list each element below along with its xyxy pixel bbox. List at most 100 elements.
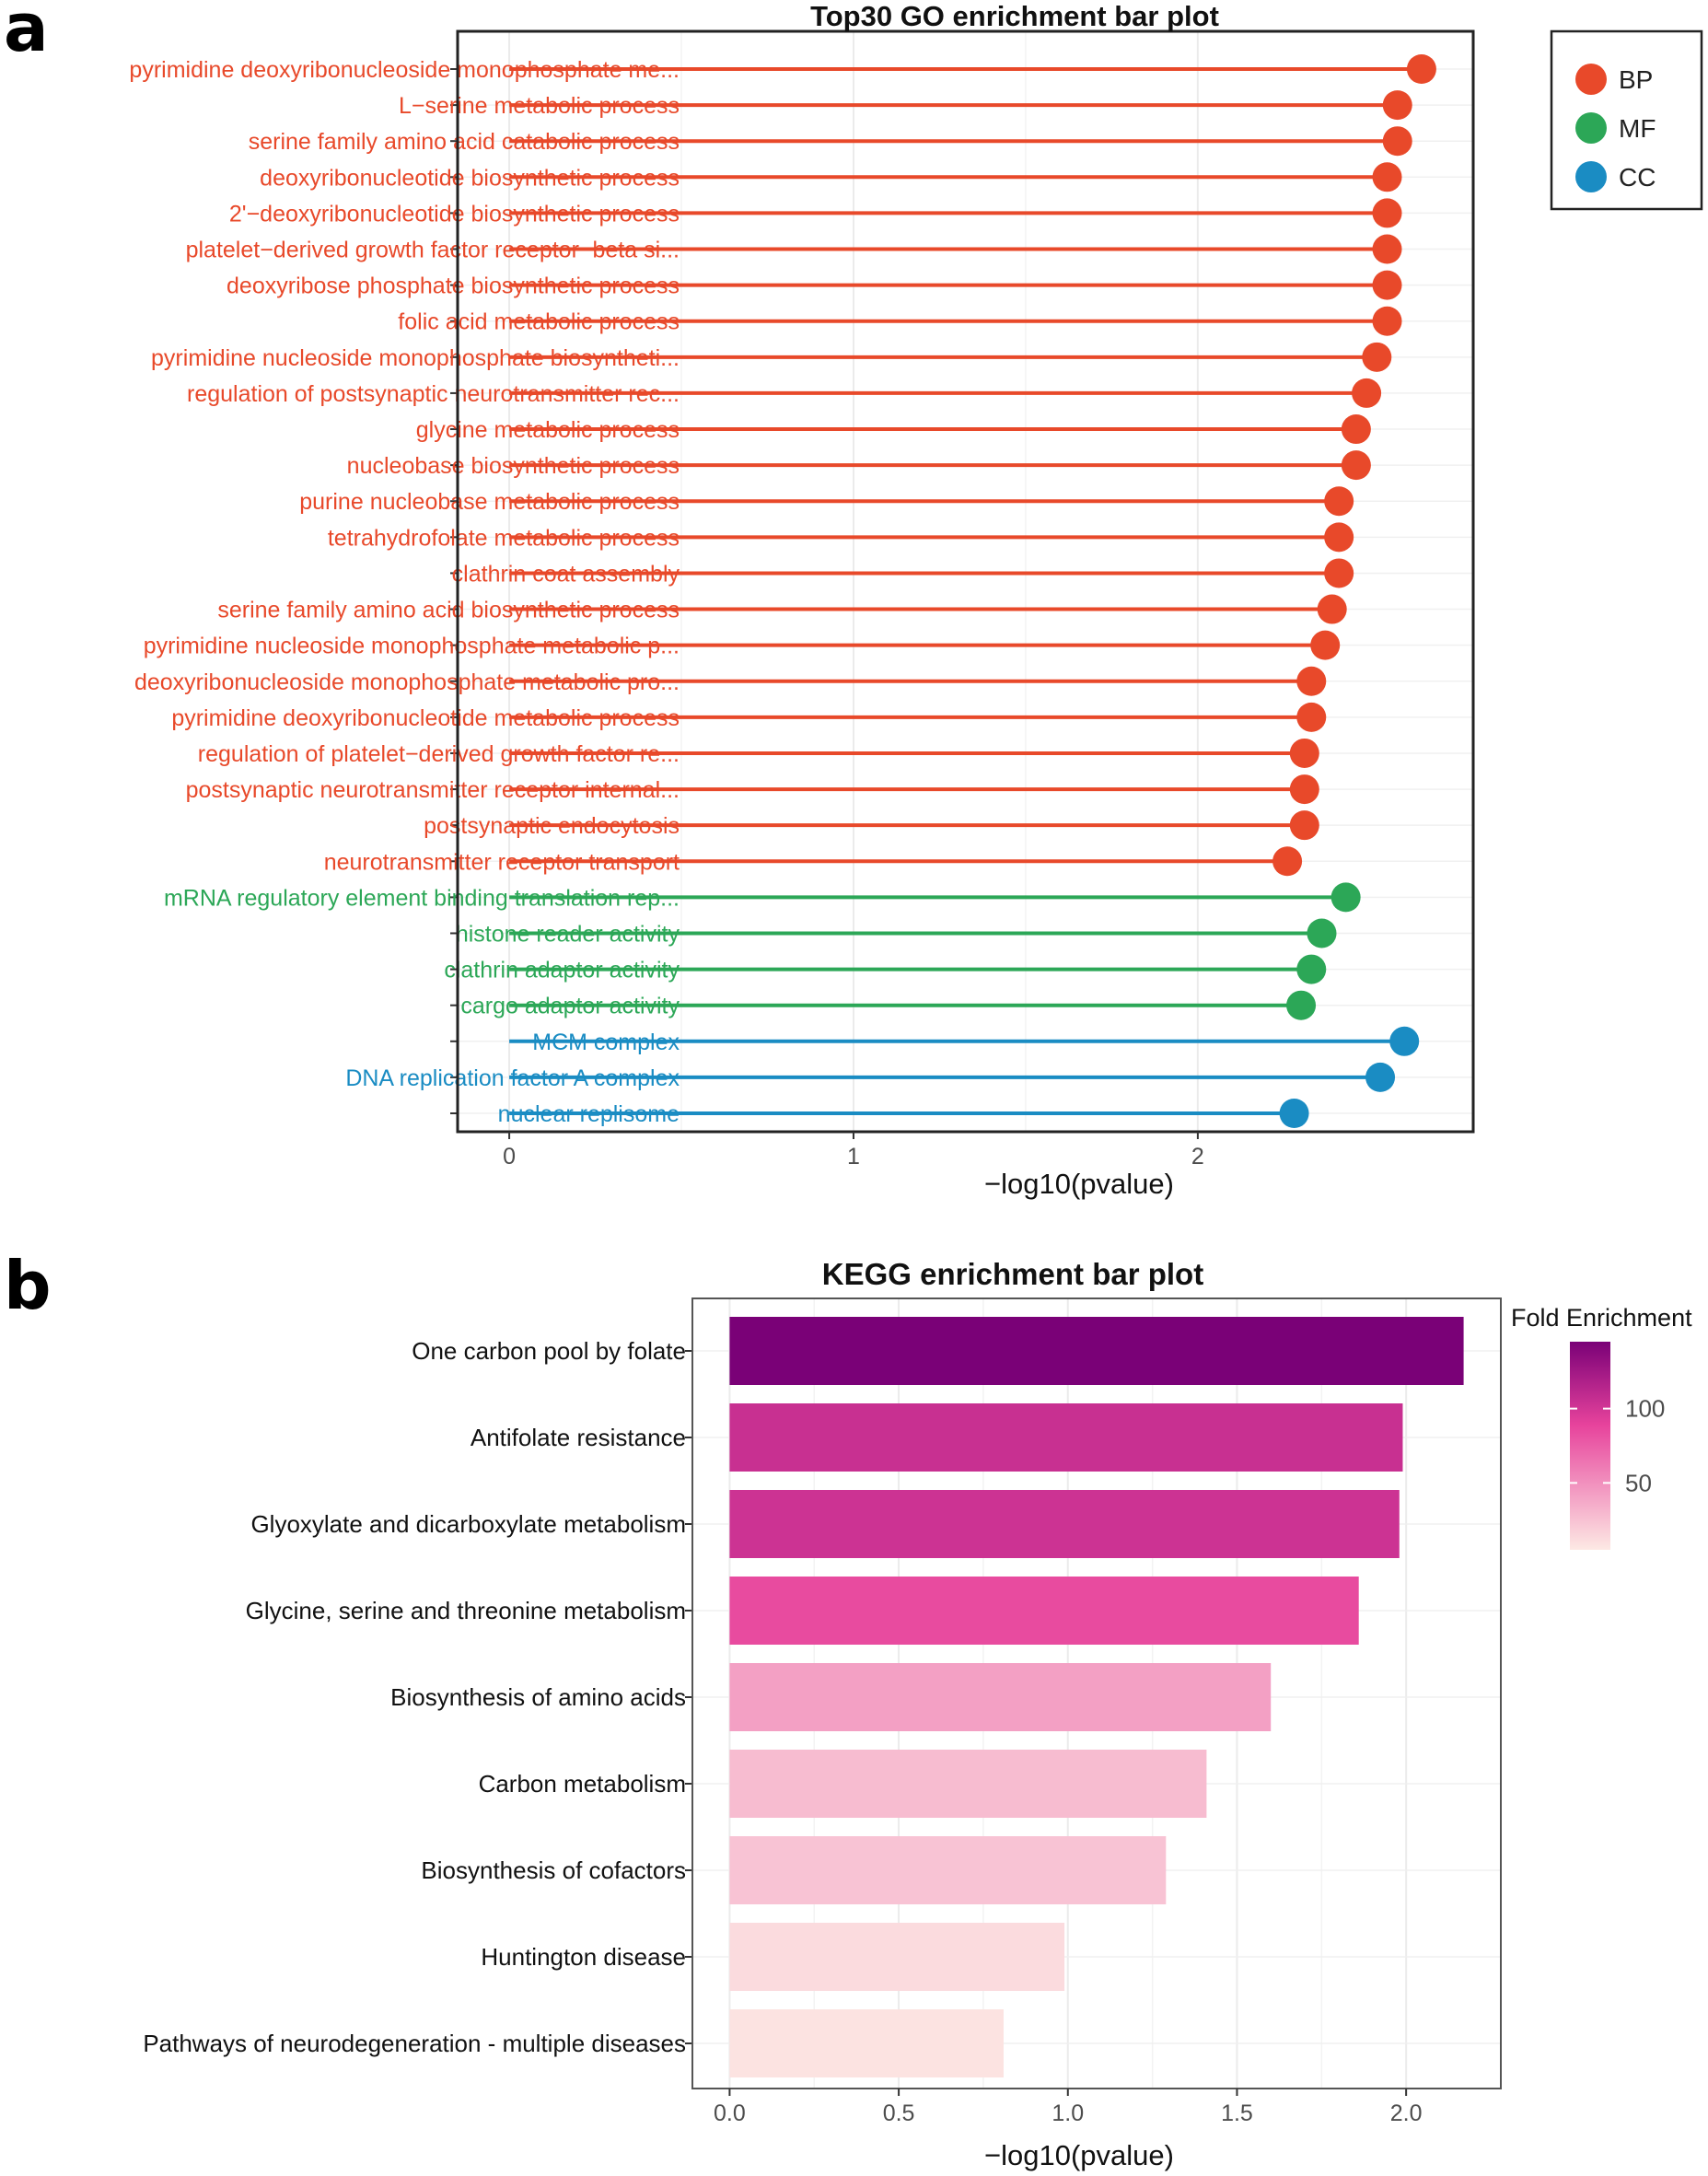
kegg-bar: [729, 1403, 1403, 1472]
go-point: [1382, 90, 1412, 121]
go-term-label: regulation of postsynaptic neurotransmit…: [187, 381, 680, 407]
kegg-x-tick-label: 2.0: [1390, 2100, 1423, 2126]
kegg-chart-title: KEGG enrichment bar plot: [822, 1257, 1203, 1291]
go-point: [1289, 774, 1319, 805]
go-term-label: nucleobase biosynthetic process: [347, 453, 680, 479]
go-term-label: postsynaptic endocytosis: [424, 813, 680, 839]
go-term-label: neurotransmitter receptor transport: [324, 849, 680, 875]
kegg-plot-frame: [691, 1297, 1502, 2089]
go-legend-label: CC: [1619, 163, 1656, 192]
go-point: [1389, 1026, 1420, 1056]
panel-label-b: b: [4, 1247, 52, 1324]
kegg-x-tick-label: 0.5: [883, 2100, 915, 2126]
colorbar-title: Fold Enrichment: [1511, 1304, 1692, 1332]
kegg-x-tick-label: 1.5: [1221, 2100, 1253, 2126]
go-point: [1286, 990, 1317, 1020]
go-point: [1372, 306, 1402, 336]
go-point: [1365, 1062, 1396, 1092]
go-term-label: folic acid metabolic process: [398, 309, 680, 335]
kegg-bar: [729, 2009, 1004, 2077]
go-point: [1352, 378, 1382, 408]
go-point: [1362, 342, 1392, 372]
go-term-label: tetrahydrofolate metabolic process: [328, 525, 680, 551]
go-term-label: histone reader activity: [456, 921, 680, 947]
go-term-label: 2'−deoxyribonucleotide biosynthetic proc…: [229, 201, 680, 227]
kegg-bar: [729, 1836, 1167, 1904]
go-legend-label: MF: [1619, 114, 1656, 143]
go-point: [1341, 450, 1371, 481]
kegg-x-tick-label: 0.0: [714, 2100, 746, 2126]
kegg-bar: [729, 1577, 1359, 1645]
go-term-label: deoxyribonucleotide biosynthetic process: [260, 165, 680, 191]
go-point: [1296, 954, 1327, 984]
go-term-label: nuclear replisome: [498, 1101, 680, 1127]
go-term-label: platelet−derived growth factor receptor−…: [186, 238, 680, 263]
go-point: [1324, 558, 1354, 588]
panel-label-a: a: [4, 0, 49, 66]
go-term-label: regulation of platelet−derived growth fa…: [198, 741, 680, 767]
go-term-label: pyrimidine nucleoside monophosphate meta…: [144, 634, 680, 659]
go-point: [1317, 594, 1347, 624]
go-point: [1324, 486, 1354, 517]
go-legend-swatch: [1575, 64, 1607, 95]
go-point: [1382, 126, 1412, 157]
kegg-x-axis-title: −log10(pvalue): [984, 2139, 1174, 2171]
go-point: [1307, 918, 1337, 948]
go-point: [1324, 522, 1354, 553]
kegg-bar: [729, 1663, 1272, 1731]
go-x-tick-label: 0: [503, 1144, 516, 1169]
go-term-label: deoxyribose phosphate biosynthetic proce…: [227, 273, 680, 299]
go-legend-label: BP: [1619, 65, 1653, 94]
go-term-label: cargo adaptor activity: [460, 994, 680, 1019]
go-point: [1289, 738, 1319, 768]
kegg-pathway-label: Biosynthesis of cofactors: [421, 1856, 686, 1884]
kegg-pathway-label: Huntington disease: [481, 1943, 686, 1971]
go-point: [1289, 810, 1319, 841]
kegg-bar: [729, 1750, 1207, 1818]
go-point: [1272, 846, 1303, 877]
go-x-axis-title: −log10(pvalue): [984, 1168, 1174, 1200]
go-point: [1341, 414, 1371, 445]
go-point: [1296, 702, 1327, 732]
go-term-label: L−serine metabolic process: [399, 93, 680, 119]
go-enrichment-chart: pyrimidine deoxyribonucleoside monophosp…: [129, 0, 1703, 1200]
go-plot-frame: [456, 29, 1475, 1134]
go-term-label: pyrimidine deoxyribonucleoside monophosp…: [129, 57, 680, 83]
kegg-pathway-label: One carbon pool by folate: [412, 1337, 686, 1365]
kegg-bar: [729, 1490, 1400, 1558]
go-chart-title: Top30 GO enrichment bar plot: [810, 0, 1219, 32]
go-point: [1296, 666, 1327, 696]
kegg-pathway-label: Carbon metabolism: [479, 1770, 686, 1798]
go-term-label: postsynaptic neurotransmitter receptor i…: [186, 777, 680, 803]
kegg-bar: [729, 1317, 1464, 1385]
go-point: [1372, 198, 1402, 228]
go-point: [1372, 162, 1402, 192]
go-term-label: pyrimidine nucleoside monophosphate bios…: [151, 345, 680, 371]
go-term-label: serine family amino acid catabolic proce…: [249, 129, 680, 155]
go-point: [1372, 234, 1402, 264]
go-term-label: purine nucleobase metabolic process: [299, 489, 680, 515]
colorbar-tick-label: 100: [1625, 1395, 1665, 1423]
kegg-pathway-label: Glycine, serine and threonine metabolism: [246, 1597, 686, 1624]
kegg-pathway-label: Biosynthesis of amino acids: [390, 1683, 686, 1711]
go-term-label: mRNA regulatory element binding translat…: [164, 885, 680, 911]
go-term-label: pyrimidine deoxyribonucleotide metabolic…: [171, 705, 680, 731]
kegg-pathway-label: Pathways of neurodegeneration - multiple…: [143, 2030, 686, 2057]
go-term-label: MCM complex: [532, 1030, 680, 1055]
go-legend-swatch: [1575, 161, 1607, 192]
go-term-label: DNA replication factor A complex: [345, 1065, 680, 1091]
kegg-pathway-label: Glyoxylate and dicarboxylate metabolism: [250, 1510, 686, 1538]
go-term-label: serine family amino acid biosynthetic pr…: [217, 598, 680, 623]
go-point: [1372, 270, 1402, 300]
go-legend-swatch: [1575, 112, 1607, 144]
colorbar-tick-label: 50: [1625, 1469, 1652, 1496]
go-term-label: deoxyribonucleoside monophosphate metabo…: [134, 669, 680, 695]
go-x-tick-label: 1: [847, 1144, 860, 1169]
go-term-label: clathrin coat assembly: [452, 561, 680, 587]
go-term-label: glycine metabolic process: [416, 417, 680, 443]
go-point: [1330, 882, 1361, 913]
go-point: [1310, 630, 1341, 660]
go-point: [1279, 1099, 1309, 1128]
colorbar: [1570, 1342, 1610, 1550]
